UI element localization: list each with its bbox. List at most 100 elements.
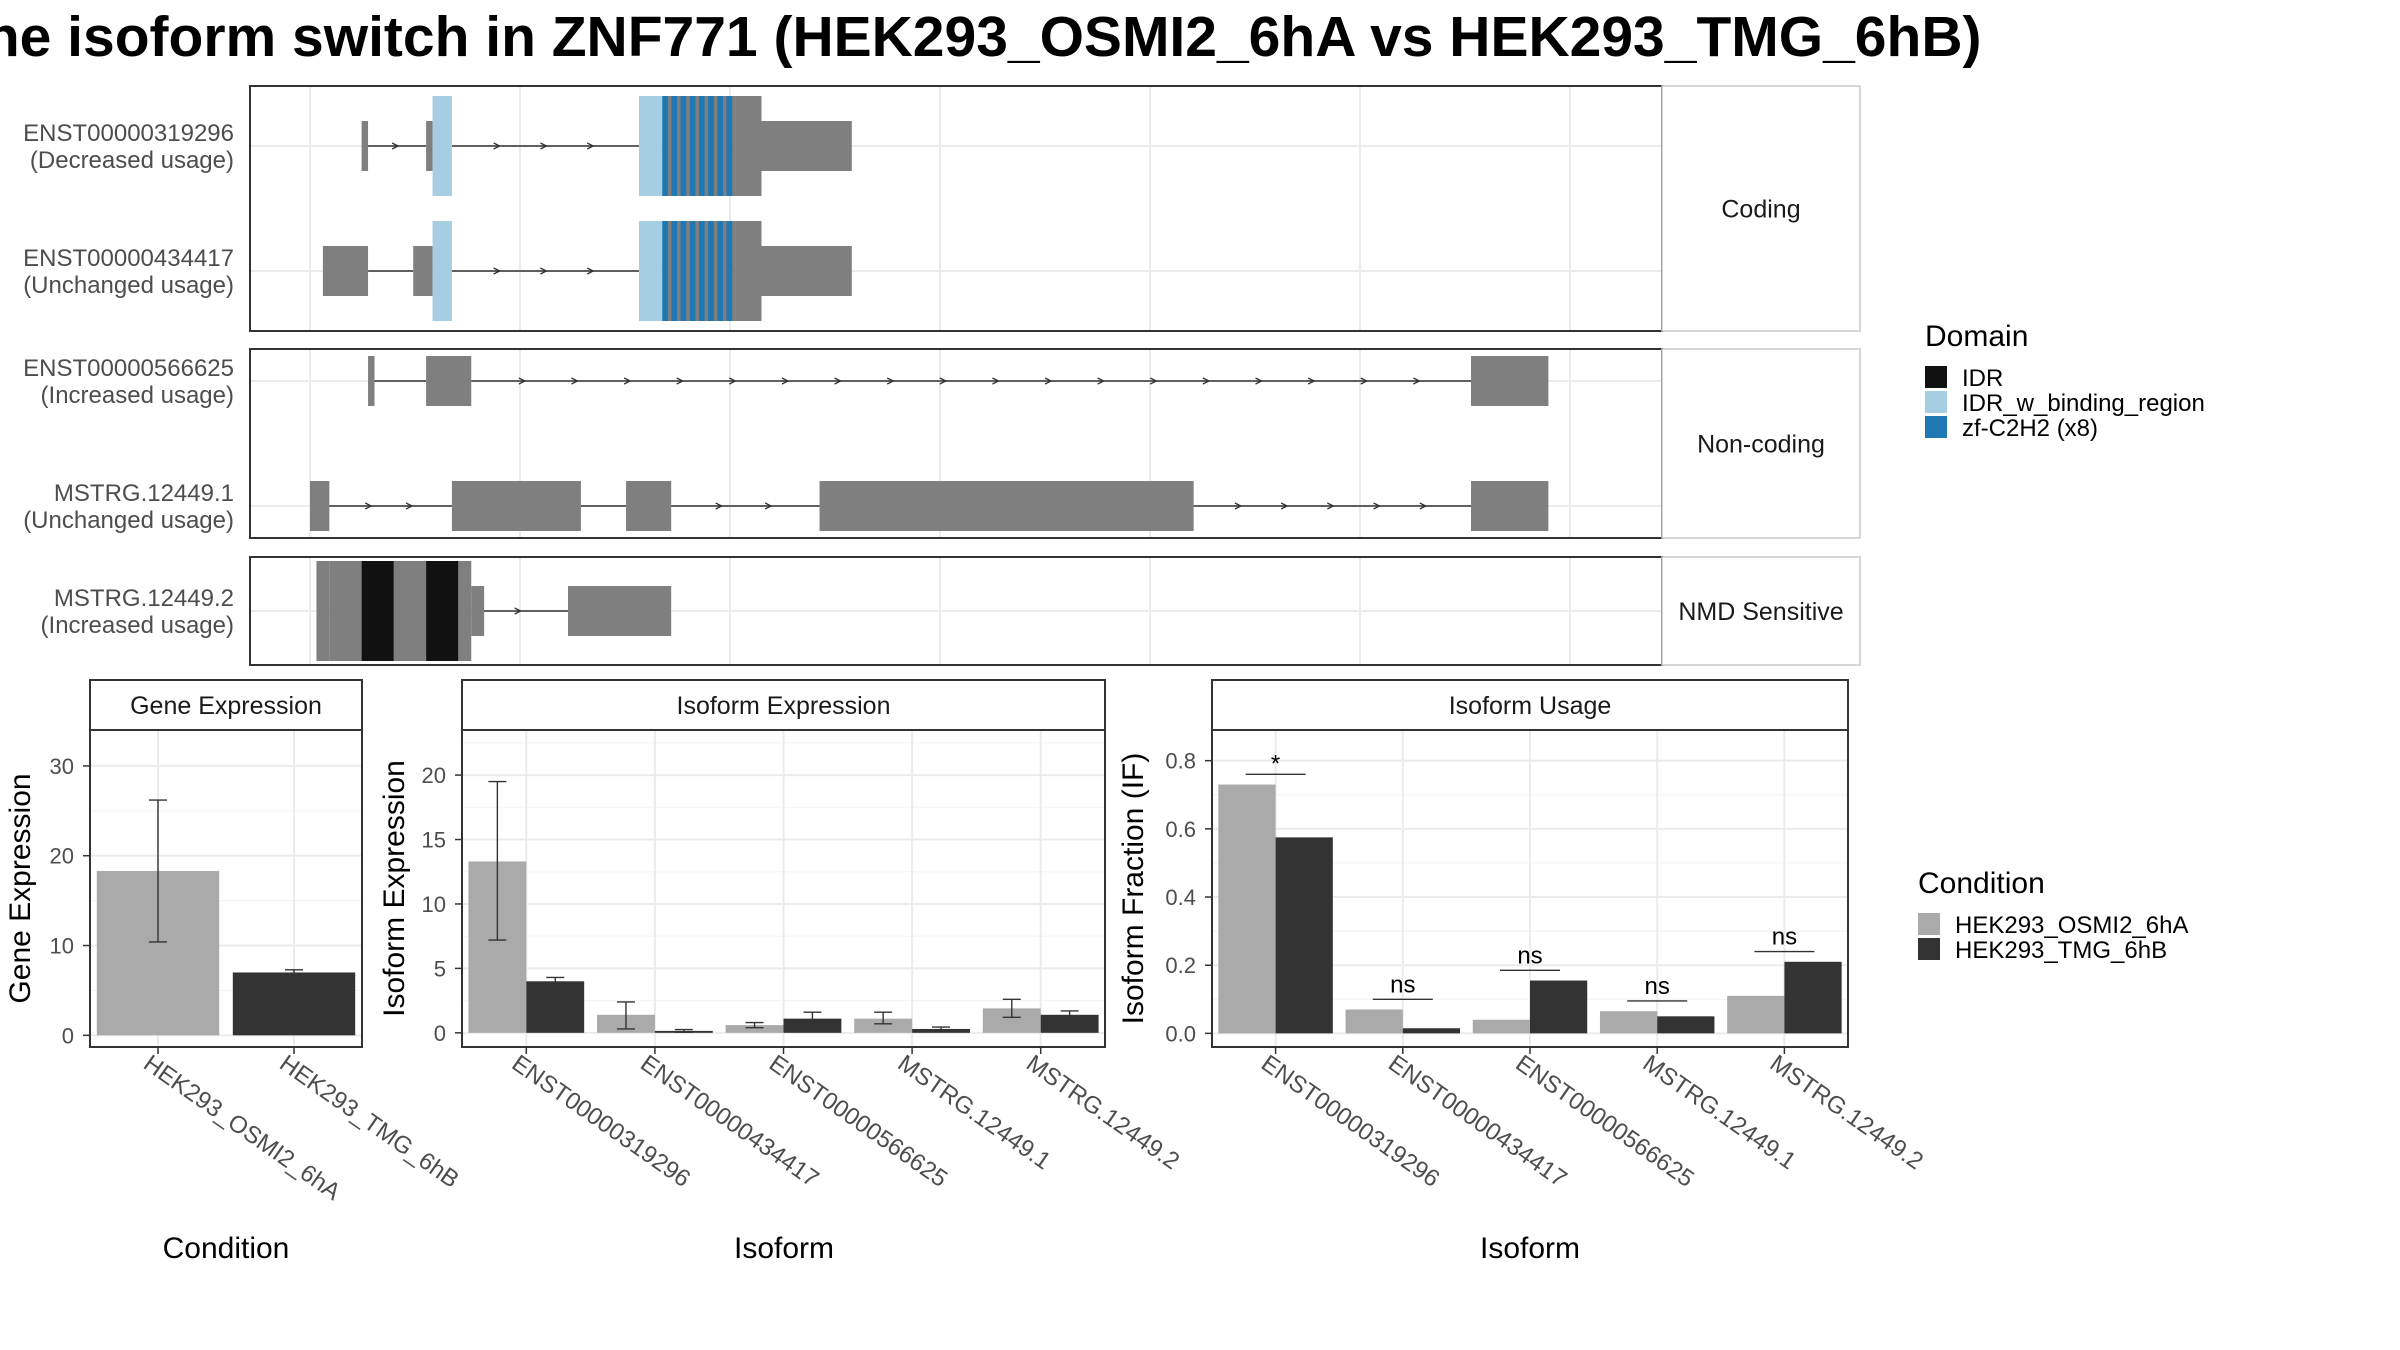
intron-arrow	[1307, 377, 1316, 385]
bar	[1275, 837, 1333, 1034]
intron-arrow	[1327, 502, 1335, 510]
zinc-finger-gap	[667, 96, 672, 196]
transcript-id-label: ENST00000319296	[23, 120, 234, 147]
exon-block	[329, 561, 362, 661]
domain-legend-key	[1925, 366, 1947, 388]
intron-arrow	[715, 502, 724, 510]
exon-block	[1471, 356, 1549, 406]
domain-legend-key	[1925, 391, 1947, 413]
intron-arrow	[586, 142, 595, 150]
y-axis-title: Isoform Fraction (IF)	[1117, 753, 1150, 1025]
exon-block	[735, 96, 762, 196]
category-strip-label: Non-coding	[1697, 431, 1825, 459]
bar	[783, 1018, 842, 1033]
exon-block	[393, 561, 427, 661]
exon-block	[426, 356, 472, 406]
intron-arrow	[518, 377, 527, 385]
significance-label: ns	[1390, 971, 1415, 998]
transcript-usage-label: (Increased usage)	[41, 612, 234, 639]
zinc-finger-gap	[732, 96, 736, 196]
exon-block	[316, 561, 330, 661]
bar	[1402, 1028, 1461, 1034]
exon-block	[626, 481, 672, 531]
bar	[526, 981, 585, 1033]
exon-block	[361, 121, 369, 171]
x-axis-title: Isoform	[734, 1232, 834, 1265]
intron-arrow	[764, 502, 773, 510]
exon-block	[426, 121, 433, 171]
intron-arrow	[1419, 502, 1428, 510]
intron-arrow	[586, 267, 595, 275]
intron-arrow	[1234, 502, 1243, 510]
y-tick-label: 10	[50, 934, 74, 959]
y-tick-label: 0.2	[1165, 953, 1196, 978]
transcript-usage-label: (Increased usage)	[41, 382, 234, 409]
transcript-MSTRG.12449.1: MSTRG.12449.1(Unchanged usage)	[23, 480, 1549, 534]
condition-legend-key	[1918, 913, 1940, 935]
category-strip	[1661, 556, 1861, 666]
intron-arrow	[1255, 377, 1263, 385]
exon-block	[413, 246, 433, 296]
intron-arrow	[391, 142, 400, 150]
intron-arrow	[781, 377, 790, 385]
figure-title: The isoform switch in ZNF771 (HEK293_OSM…	[0, 5, 1981, 69]
intron-arrow	[540, 142, 548, 150]
bar	[1599, 1011, 1658, 1034]
bar-panel-title: Isoform Expression	[677, 692, 891, 720]
x-axis-title: Isoform	[1480, 1232, 1580, 1265]
bar-panel-strip	[1211, 679, 1849, 731]
transcript-usage-label: (Unchanged usage)	[23, 272, 234, 299]
exon-block	[761, 246, 852, 296]
structure-group-1: ENST00000566625(Increased usage) MSTRG.12…	[23, 348, 1861, 539]
bar-panel-title: Isoform Usage	[1449, 692, 1612, 720]
y-tick-label: 0	[62, 1023, 74, 1048]
intron-arrow	[939, 377, 948, 385]
zinc-finger-gap	[677, 221, 681, 321]
exon-block	[471, 586, 485, 636]
bar	[1784, 961, 1842, 1034]
zinc-finger-gap	[686, 221, 690, 321]
significance-label: ns	[1772, 924, 1797, 951]
intron-arrow	[364, 502, 373, 510]
intron-arrow	[886, 377, 895, 385]
bar	[1472, 1019, 1530, 1034]
structure-group-0: ENST00000319296(Decreased usage)ENST0000…	[23, 85, 1861, 332]
y-axis-title: Isoform Expression	[378, 760, 411, 1017]
y-tick-label: 0	[434, 1021, 446, 1046]
intron-arrow	[834, 377, 843, 385]
bar	[232, 972, 356, 1036]
significance-label: ns	[1645, 973, 1670, 1000]
zinc-finger-gap	[723, 96, 727, 196]
significance-label: ns	[1517, 942, 1542, 969]
exon-block	[638, 221, 663, 321]
bar	[1345, 1009, 1403, 1034]
transcript-structure-panel: ENST00000319296(Decreased usage)ENST0000…	[23, 85, 1861, 666]
exon-block	[432, 96, 452, 196]
domain-legend-label: IDR	[1962, 365, 2003, 392]
zinc-finger-gap	[723, 221, 727, 321]
transcript-usage-label: (Decreased usage)	[30, 147, 234, 174]
transcript-ENST00000319296: ENST00000319296(Decreased usage)	[23, 96, 852, 196]
intron-arrow	[623, 377, 632, 385]
transcript-MSTRG.12449.2: MSTRG.12449.2(Increased usage)	[41, 561, 672, 661]
transcript-id-label: ENST00000434417	[23, 245, 234, 272]
transcript-usage-label: (Unchanged usage)	[23, 507, 234, 534]
intron-arrow	[540, 267, 548, 275]
zinc-finger-gap	[686, 96, 690, 196]
transcript-ENST00000566625: ENST00000566625(Increased usage)	[23, 355, 1549, 409]
intron-arrow	[729, 377, 737, 385]
zinc-finger-gap	[667, 221, 672, 321]
structure-panel-bg	[250, 86, 1662, 331]
y-tick-label: 0.6	[1165, 817, 1196, 842]
condition-legend-key	[1918, 938, 1940, 960]
bar-panel-strip	[461, 679, 1106, 731]
intron-arrow	[1097, 377, 1106, 385]
y-tick-label: 20	[50, 844, 74, 869]
zinc-finger-gap	[695, 96, 699, 196]
bar	[1040, 1014, 1099, 1033]
bar-panel-title: Gene Expression	[130, 692, 322, 720]
exon-block	[432, 221, 452, 321]
exon-block	[638, 96, 663, 196]
